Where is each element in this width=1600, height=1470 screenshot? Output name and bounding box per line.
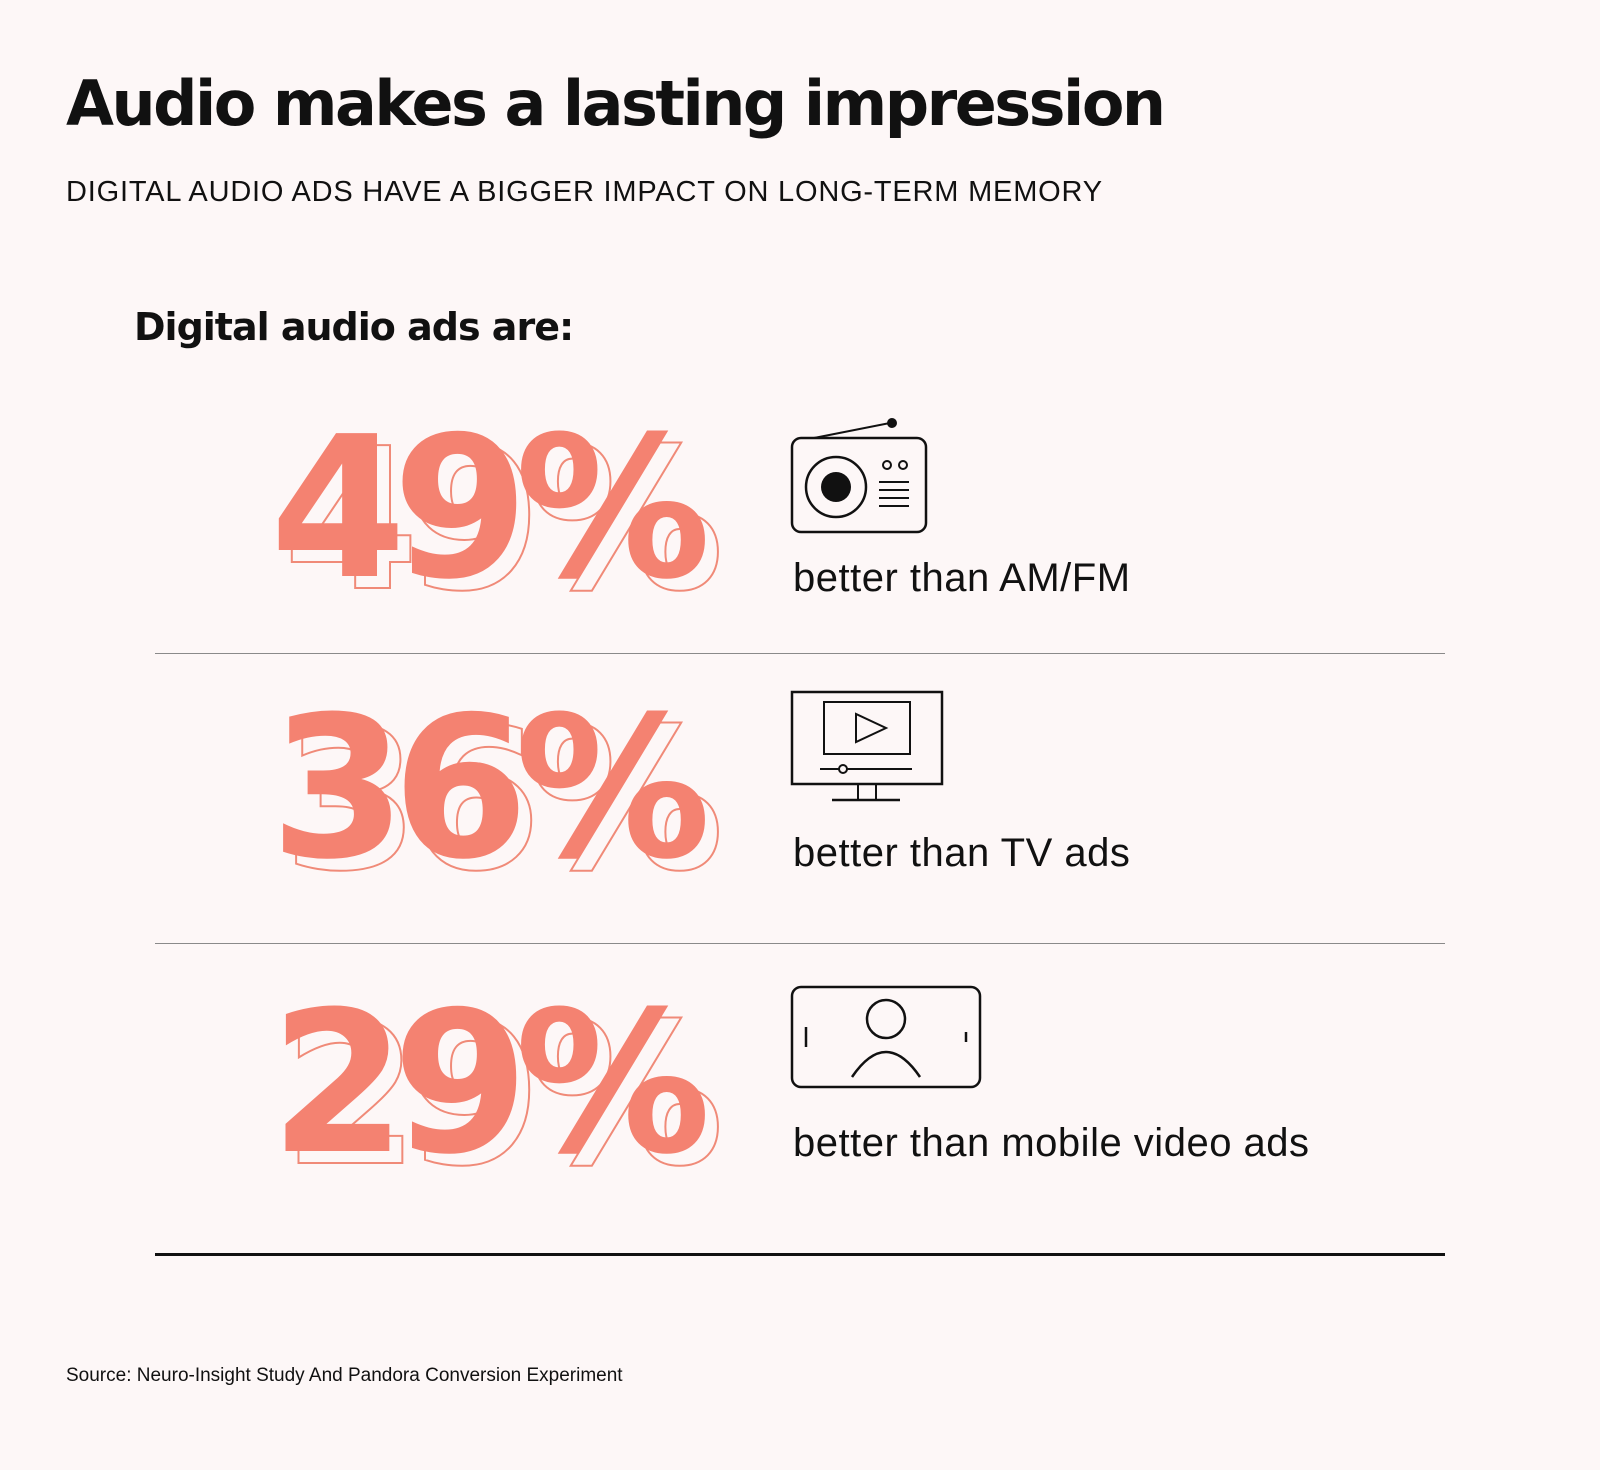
stat-value-text: 29% [270, 970, 706, 1198]
mobile-video-icon [790, 985, 982, 1089]
stat-row-am-fm: 49% 49% better than AM/FM [155, 395, 1445, 670]
radio-icon [790, 418, 928, 534]
stat-value-mobile-video: 29% 29% [270, 970, 734, 1211]
page-title: Audio makes a lasting impression [66, 67, 1166, 140]
stat-label-tv: better than TV ads [793, 831, 1131, 875]
stat-value-text: 49% [270, 395, 706, 623]
stat-label-am-fm: better than AM/FM [793, 556, 1131, 600]
stat-value-tv: 36% 36% [270, 675, 734, 916]
source-note: Source: Neuro-Insight Study And Pandora … [66, 1365, 623, 1386]
stat-value-text: 36% [270, 675, 706, 903]
row-divider-bottom [155, 1253, 1445, 1256]
stat-value-outline: 29% [283, 982, 719, 1210]
row-divider [155, 653, 1445, 654]
row-divider [155, 943, 1445, 944]
page-subtitle: DIGITAL AUDIO ADS HAVE A BIGGER IMPACT O… [66, 176, 1103, 208]
stat-label-mobile-video: better than mobile video ads [793, 1121, 1310, 1165]
stat-value-outline: 49% [283, 407, 719, 635]
stat-row-mobile-video: 29% 29% better than mobile video ads [155, 970, 1445, 1245]
stat-row-tv: 36% 36% better than TV ads [155, 675, 1445, 950]
stat-value-outline: 36% [283, 687, 719, 915]
stat-value-am-fm: 49% 49% [270, 395, 734, 636]
lead-text: Digital audio ads are: [134, 305, 574, 349]
tv-icon [790, 690, 944, 802]
